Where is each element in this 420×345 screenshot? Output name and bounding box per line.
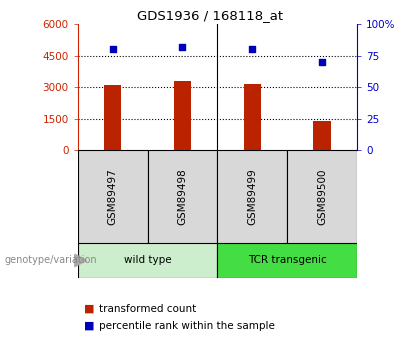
Bar <box>287 150 357 243</box>
Bar <box>78 150 147 243</box>
Text: genotype/variation: genotype/variation <box>4 256 97 265</box>
Text: transformed count: transformed count <box>99 304 196 314</box>
Text: GSM89498: GSM89498 <box>177 168 187 225</box>
Bar <box>147 150 218 243</box>
Text: GSM89497: GSM89497 <box>108 168 118 225</box>
Text: percentile rank within the sample: percentile rank within the sample <box>99 321 275 331</box>
Bar <box>104 85 121 150</box>
Point <box>249 47 256 52</box>
Text: ■: ■ <box>84 304 94 314</box>
Text: ■: ■ <box>84 321 94 331</box>
Text: GSM89499: GSM89499 <box>247 168 257 225</box>
Point <box>179 44 186 50</box>
Bar <box>174 81 191 150</box>
Text: TCR transgenic: TCR transgenic <box>248 256 327 265</box>
Point <box>319 59 326 65</box>
Text: wild type: wild type <box>124 256 171 265</box>
Bar <box>313 121 331 150</box>
Point <box>109 47 116 52</box>
Text: GDS1936 / 168118_at: GDS1936 / 168118_at <box>137 9 283 22</box>
Bar <box>218 243 357 278</box>
Text: GSM89500: GSM89500 <box>317 168 327 225</box>
Bar <box>218 150 287 243</box>
Bar <box>78 243 218 278</box>
Bar <box>244 84 261 150</box>
